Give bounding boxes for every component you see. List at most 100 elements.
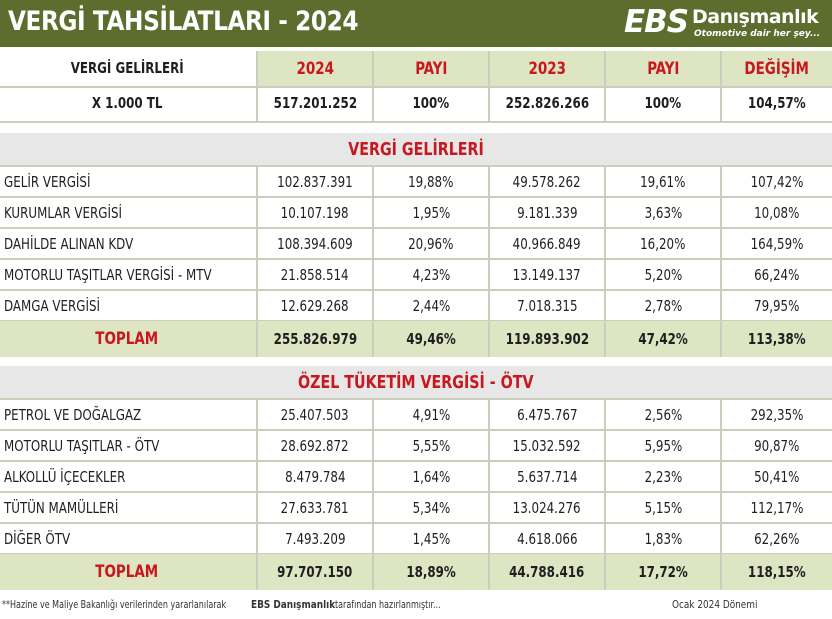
header-label-2: X 1.000 TL (0, 86, 254, 120)
section2-row-p2023-text: 5,15% (644, 498, 682, 517)
row-divider (0, 460, 832, 462)
column-divider (604, 492, 606, 523)
section2-row-p2024-text: 1,45% (412, 529, 450, 548)
section2-row-v2023-text: 13.024.276 (513, 498, 581, 517)
section2-row-p2024: 1,45% (374, 523, 488, 554)
section2-row-change-text: 62,26% (754, 529, 800, 548)
column-divider (372, 554, 374, 590)
header-total-1-text: 100% (412, 94, 450, 112)
column-divider (372, 197, 374, 228)
logo-brand: Danışmanlık (692, 6, 819, 28)
column-divider (256, 290, 258, 321)
column-divider (720, 290, 722, 321)
column-divider (720, 166, 722, 197)
section2-row-p2023: 2,23% (606, 461, 720, 492)
header-col-2: 2023 (490, 51, 604, 87)
section1-total-change-text: 113,38% (748, 330, 806, 348)
section2-row-v2024-text: 28.692.872 (281, 436, 349, 455)
section2-row-label-text: TÜTÜN MAMÜLLERİ (4, 498, 119, 517)
section2-row-p2024: 1,64% (374, 461, 488, 492)
header-label-1: VERGİ GELİRLERİ (0, 51, 254, 85)
section2-row-label: PETROL VE DOĞALGAZ (0, 399, 254, 430)
header-total-4: 104,57% (722, 86, 832, 120)
column-divider (488, 290, 490, 321)
section1-row-label: DAHİLDE ALINAN KDV (0, 228, 254, 259)
column-divider (488, 554, 490, 590)
footer-note: **Hazine ve Maliye Bakanlığı verilerinde… (2, 598, 503, 611)
section1-row-p2023-text: 19,61% (640, 172, 686, 191)
section1-total-p2024-text: 49,46% (406, 330, 456, 348)
section2-row-v2024-text: 27.633.781 (281, 498, 349, 517)
header-label-2-text: X 1.000 TL (91, 94, 163, 112)
column-divider (372, 259, 374, 290)
section1-row-change: 107,42% (722, 166, 832, 197)
column-divider (256, 51, 258, 121)
row-divider (0, 429, 832, 431)
section2-row-v2023-text: 15.032.592 (513, 436, 581, 455)
column-divider (720, 523, 722, 554)
column-divider (720, 51, 722, 121)
section2-row-v2023: 4.618.066 (490, 523, 604, 554)
section2-row-v2023-text: 6.475.767 (516, 405, 578, 424)
section1-row-p2023-text: 3,63% (644, 203, 682, 222)
section1-row-p2024-text: 19,88% (408, 172, 454, 191)
section1-row-label-text: DAMGA VERGİSİ (4, 296, 101, 315)
column-divider (488, 228, 490, 259)
column-divider (488, 51, 490, 121)
section2-total-v2024-text: 97.707.150 (277, 563, 353, 581)
section2-row-p2023: 5,95% (606, 430, 720, 461)
section1-row-v2023: 40.966.849 (490, 228, 604, 259)
section1-row-p2023: 16,20% (606, 228, 720, 259)
section2-row-p2023-text: 5,95% (644, 436, 682, 455)
column-divider (488, 461, 490, 492)
section2-row-v2023-text: 4.618.066 (516, 529, 578, 548)
section1-row-v2023-text: 7.018.315 (516, 296, 578, 315)
section2-row-p2024-text: 5,55% (412, 436, 450, 455)
column-divider (720, 228, 722, 259)
section2-title-text: ÖZEL TÜKETİM VERGİSİ - ÖTV (298, 371, 534, 393)
column-divider (604, 430, 606, 461)
section1-row-p2023-text: 16,20% (640, 234, 686, 253)
section1-row-label: KURUMLAR VERGİSİ (0, 197, 254, 228)
section1-row-change: 79,95% (722, 290, 832, 321)
column-divider (372, 290, 374, 321)
column-divider (604, 321, 606, 357)
row-background (0, 366, 832, 398)
section2-row-change-text: 50,41% (754, 467, 800, 486)
row-background (0, 554, 832, 590)
row-divider (0, 522, 832, 524)
section1-total-v2024-text: 255.826.979 (273, 330, 357, 348)
column-divider (488, 197, 490, 228)
column-divider (372, 228, 374, 259)
section1-row-v2023-text: 49.578.262 (513, 172, 581, 191)
section1-row-p2024-text: 2,44% (412, 296, 450, 315)
section2-total-label: TOPLAM (0, 554, 254, 590)
header-col-3: PAYI (606, 51, 720, 87)
column-divider (256, 259, 258, 290)
row-background (0, 321, 832, 357)
section2-row-label: TÜTÜN MAMÜLLERİ (0, 492, 254, 523)
section1-row-change: 10,08% (722, 197, 832, 228)
section1-row-v2024-text: 108.394.609 (277, 234, 353, 253)
section2-row-p2023-text: 2,23% (644, 467, 682, 486)
section2-row-change: 292,35% (722, 399, 832, 430)
column-divider (256, 554, 258, 590)
column-divider (720, 399, 722, 430)
section1-row-label-text: MOTORLU TAŞITLAR VERGİSİ - MTV (4, 265, 212, 284)
column-divider (488, 321, 490, 357)
section2-total-p2023: 17,72% (606, 554, 720, 590)
footer-note-prefix: **Hazine ve Maliye Bakanlığı verilerinde… (2, 598, 227, 611)
header-total-0: 517.201.252 (258, 86, 372, 120)
section2-total-v2024: 97.707.150 (258, 554, 372, 590)
section2-row-v2023: 13.024.276 (490, 492, 604, 523)
page-title: VERGİ TAHSİLATLARI - 2024 (8, 6, 359, 37)
row-divider (0, 227, 832, 229)
section1-row-p2024: 4,23% (374, 259, 488, 290)
section2-total-p2024: 18,89% (374, 554, 488, 590)
section1-row-p2024: 1,95% (374, 197, 488, 228)
report-period-text: Ocak 2024 Dönemi (672, 598, 758, 611)
section2-row-v2023: 5.637.714 (490, 461, 604, 492)
section2-row-p2024: 5,55% (374, 430, 488, 461)
section1-row-change-text: 10,08% (754, 203, 800, 222)
